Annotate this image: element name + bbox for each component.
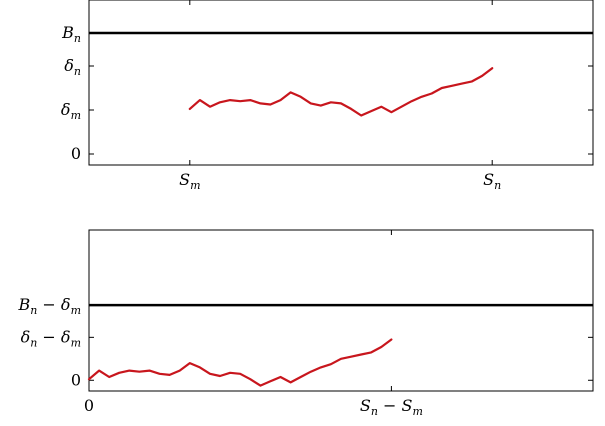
bottom-panel: 0 δn − δm Bn − δm 0 Sn − Sm	[17, 230, 593, 418]
x-tick-label: Sn − Sm	[360, 396, 423, 418]
x-tick-label: 0	[84, 396, 94, 415]
y-tick-label: Bn	[61, 23, 81, 45]
y-tick-label: Bn − δm	[17, 295, 81, 317]
series-line	[89, 340, 391, 386]
y-tick-label: δn	[64, 56, 81, 78]
y-tick-label: δm	[61, 100, 81, 122]
y-tick-label: 0	[71, 144, 81, 163]
top-panel: 0 δm δn Bn Sm Sn	[61, 0, 593, 192]
series-line	[190, 68, 492, 115]
plot-frame	[89, 0, 593, 165]
y-tick-label: 0	[71, 370, 81, 389]
y-tick-label: δn − δm	[21, 327, 81, 349]
x-tick-label: Sm	[179, 170, 200, 192]
x-tick-label: Sn	[483, 170, 501, 192]
plot-frame	[89, 230, 593, 391]
